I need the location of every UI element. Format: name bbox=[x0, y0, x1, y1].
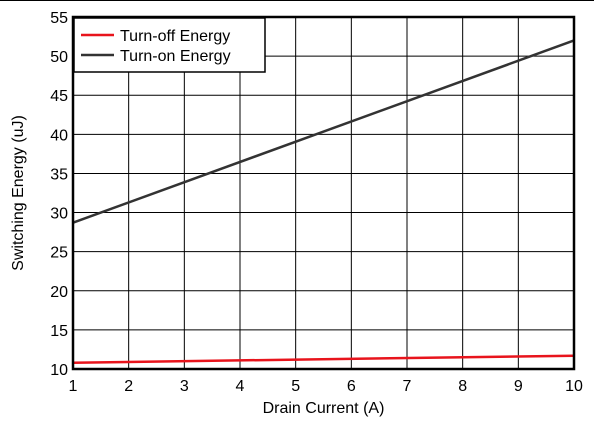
x-tick-labels: 1 2 3 4 5 6 7 8 9 10 bbox=[69, 378, 583, 395]
y-axis-label: Switching Energy (uJ) bbox=[10, 115, 27, 271]
x-tick-label: 7 bbox=[403, 378, 412, 395]
plot-frame bbox=[71, 15, 576, 371]
legend-label: Turn-off Energy bbox=[120, 28, 230, 45]
x-tick-label: 3 bbox=[180, 378, 189, 395]
x-tick-label: 5 bbox=[291, 378, 300, 395]
y-tick-label: 40 bbox=[50, 127, 68, 144]
y-tick-label: 25 bbox=[50, 245, 68, 262]
y-tick-label: 20 bbox=[50, 284, 68, 301]
y-tick-labels: 10 15 20 25 30 35 40 45 50 55 bbox=[50, 10, 68, 379]
x-axis-label: Drain Current (A) bbox=[263, 400, 385, 417]
y-tick-label: 35 bbox=[50, 166, 68, 183]
x-tick-label: 8 bbox=[458, 378, 467, 395]
y-tick-label: 15 bbox=[50, 323, 68, 340]
legend-box bbox=[73, 17, 266, 73]
series-line-turn-off bbox=[72, 354, 575, 364]
y-tick-label: 45 bbox=[50, 88, 68, 105]
x-tick-label: 9 bbox=[514, 378, 523, 395]
series-line-turn-on bbox=[72, 39, 575, 224]
x-tick-label: 1 bbox=[69, 378, 78, 395]
x-tick-label: 10 bbox=[565, 378, 583, 395]
y-tick-label: 55 bbox=[50, 10, 68, 27]
y-tick-label: 10 bbox=[50, 362, 68, 379]
legend: Turn-off Energy Turn-on Energy bbox=[73, 17, 266, 73]
grid-lines bbox=[73, 17, 574, 369]
series-lines bbox=[72, 39, 575, 364]
y-tick-label: 30 bbox=[50, 206, 68, 223]
x-tick-label: 4 bbox=[236, 378, 245, 395]
legend-label: Turn-on Energy bbox=[120, 48, 231, 65]
x-tick-label: 2 bbox=[124, 378, 133, 395]
y-tick-label: 50 bbox=[50, 49, 68, 66]
x-tick-label: 6 bbox=[347, 378, 356, 395]
top-rule bbox=[0, 0, 594, 1]
